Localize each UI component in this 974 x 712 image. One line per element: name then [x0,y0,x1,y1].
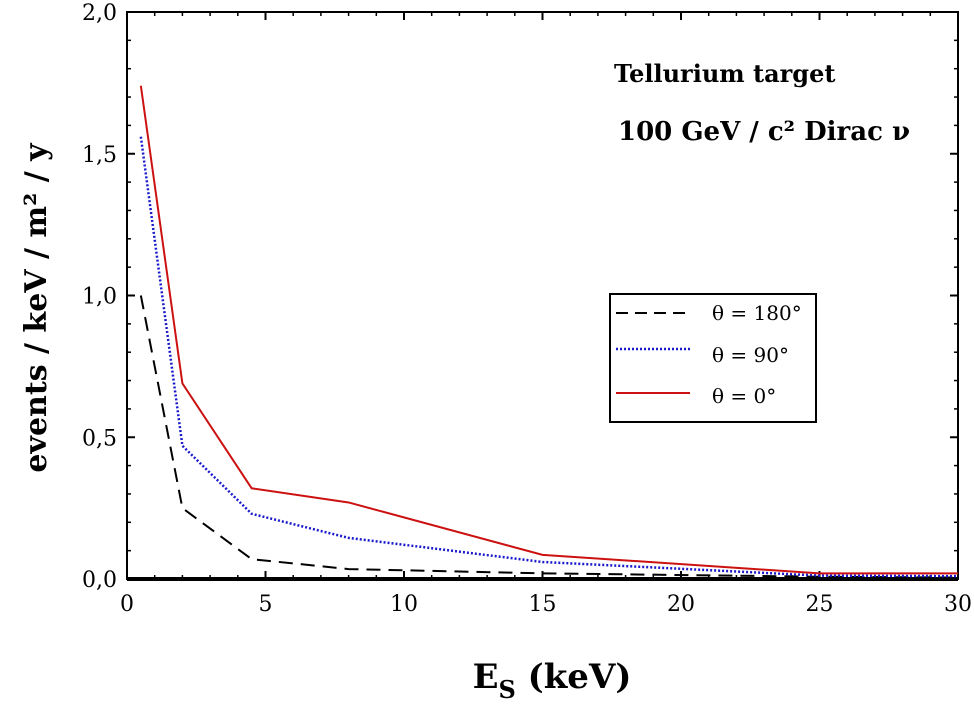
legend-box [609,293,817,423]
x-tick-label: 20 [667,592,695,617]
y-tick-label: 1,0 [82,285,117,310]
x-tick-label: 15 [529,592,557,617]
x-axis-label-main: E [473,657,499,697]
y-tick-label: 1,5 [82,143,117,168]
x-tick-label: 30 [944,592,972,617]
annotation-target: Tellurium target [614,59,835,88]
ticks: 0 5 10 15 20 25 30 0,0 0,5 1,0 1,5 2,0 [82,1,972,617]
x-axis-label-unit: (keV) [516,657,632,697]
series-theta-180-line [139,295,959,579]
annotation-mass: 100 GeV / c² Dirac ν [618,117,910,147]
y-axis-label: events / keV / m² / y [19,142,54,473]
y-tick-label: 0,5 [82,426,117,451]
x-axis-label: ES (keV) [473,657,632,704]
series-lines [139,85,959,579]
series-theta-90-line [139,136,959,578]
y-tick-label: 0,0 [82,568,117,593]
axes [126,11,959,581]
legend-label-90: θ = 90° [712,343,789,367]
x-tick-label: 10 [390,592,418,617]
y-tick-label: 2,0 [82,1,117,26]
plot-frame [126,11,959,580]
series-theta-0-line [139,85,958,575]
x-tick-label: 5 [259,592,273,617]
legend-label-180: θ = 180° [712,301,802,325]
legend-label-0: θ = 0° [712,384,776,408]
x-tick-label: 25 [806,592,834,617]
x-tick-label: 0 [120,592,134,617]
x-axis-label-sub: S [498,675,515,704]
legend: θ = 180° θ = 90° θ = 0° [609,293,817,423]
